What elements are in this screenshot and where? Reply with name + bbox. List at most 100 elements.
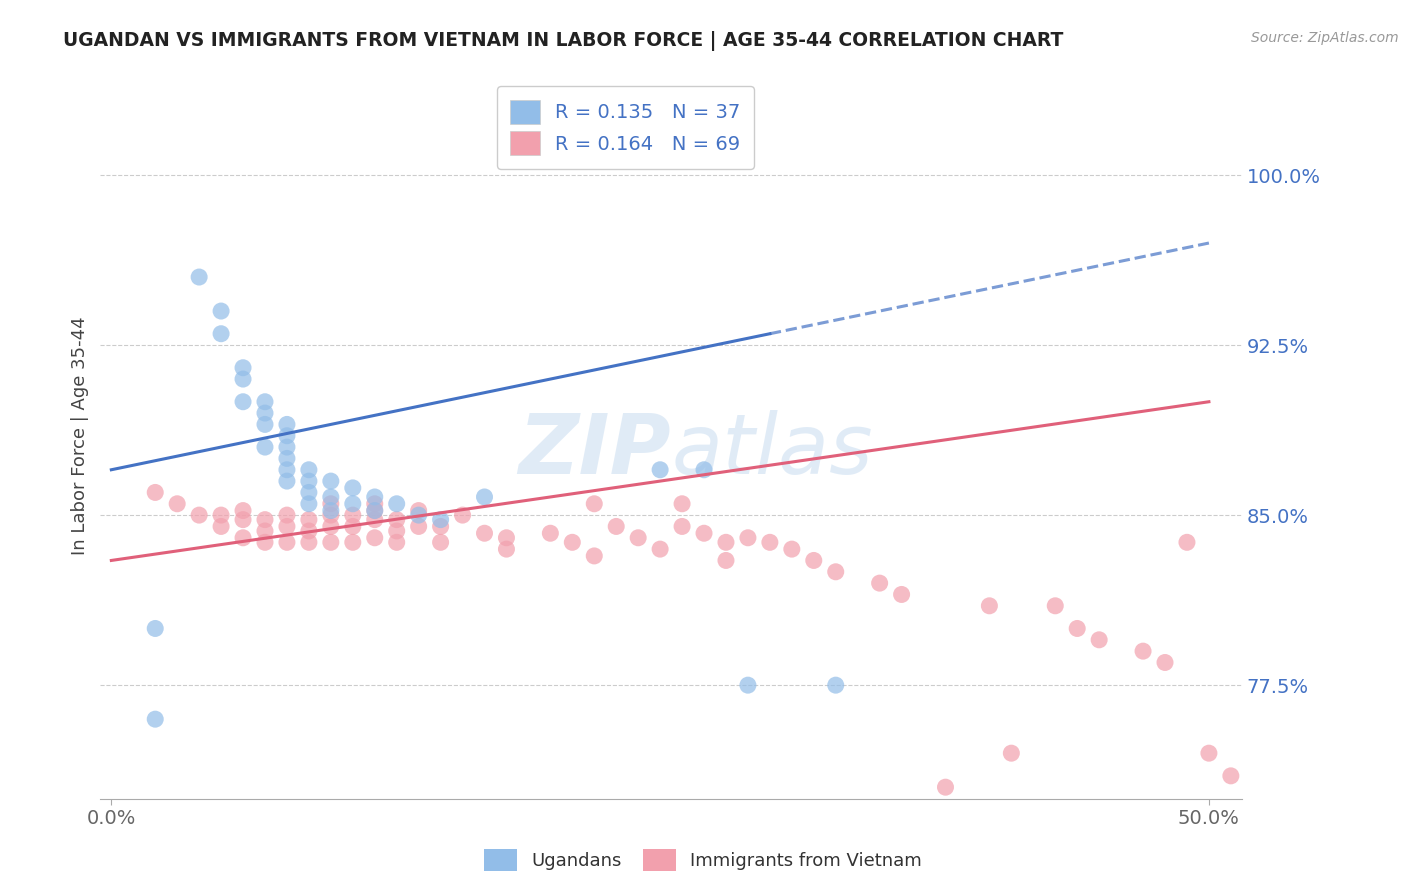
Point [298,513,321,527]
Point [650,463,672,477]
Point [364,503,387,517]
Point [298,524,321,538]
Point [408,508,430,522]
Point [650,542,672,557]
Point [869,576,891,591]
Point [319,508,342,522]
Point [671,519,693,533]
Legend: Ugandans, Immigrants from Vietnam: Ugandans, Immigrants from Vietnam [477,842,929,879]
Point [253,535,276,549]
Point [1219,769,1241,783]
Point [342,535,364,549]
Point [1132,644,1154,658]
Point [209,508,232,522]
Point [1175,535,1198,549]
Point [364,503,387,517]
Point [276,519,298,533]
Point [276,474,298,488]
Point [408,503,430,517]
Point [298,463,321,477]
Point [209,304,232,318]
Point [166,497,188,511]
Point [232,513,254,527]
Point [1066,622,1088,636]
Point [188,270,211,285]
Point [1088,632,1111,647]
Point [671,497,693,511]
Point [143,622,166,636]
Point [890,587,912,601]
Point [209,519,232,533]
Point [276,535,298,549]
Point [232,503,254,517]
Point [232,394,254,409]
Point [364,490,387,504]
Point [188,508,211,522]
Point [209,326,232,341]
Point [934,780,956,794]
Point [627,531,650,545]
Point [276,508,298,522]
Point [342,519,364,533]
Point [342,481,364,495]
Point [693,526,716,541]
Point [583,549,606,563]
Point [253,440,276,454]
Point [1198,746,1220,760]
Point [583,497,606,511]
Point [232,372,254,386]
Point [364,513,387,527]
Point [298,535,321,549]
Point [143,485,166,500]
Point [319,474,342,488]
Point [429,535,451,549]
Point [298,474,321,488]
Point [1154,656,1177,670]
Point [385,524,408,538]
Point [276,417,298,432]
Point [605,519,627,533]
Point [276,463,298,477]
Point [979,599,1001,613]
Point [1000,746,1022,760]
Point [429,513,451,527]
Point [232,531,254,545]
Point [276,451,298,466]
Point [714,535,737,549]
Point [319,519,342,533]
Point [319,503,342,517]
Point [253,524,276,538]
Point [319,497,342,511]
Point [824,565,846,579]
Point [693,463,716,477]
Point [759,535,782,549]
Point [276,429,298,443]
Point [561,535,583,549]
Text: ZIP: ZIP [519,409,671,491]
Point [253,417,276,432]
Point [253,406,276,420]
Point [451,508,474,522]
Point [737,678,759,692]
Point [495,542,517,557]
Point [737,531,759,545]
Point [803,553,825,567]
Point [385,513,408,527]
Point [495,531,517,545]
Point [1045,599,1067,613]
Point [276,440,298,454]
Legend: R = 0.135   N = 37, R = 0.164   N = 69: R = 0.135 N = 37, R = 0.164 N = 69 [496,87,754,169]
Point [364,497,387,511]
Point [538,526,561,541]
Point [319,490,342,504]
Point [232,360,254,375]
Point [429,519,451,533]
Point [342,508,364,522]
Point [298,485,321,500]
Point [385,497,408,511]
Point [474,526,496,541]
Y-axis label: In Labor Force | Age 35-44: In Labor Force | Age 35-44 [72,317,89,555]
Point [298,497,321,511]
Text: UGANDAN VS IMMIGRANTS FROM VIETNAM IN LABOR FORCE | AGE 35-44 CORRELATION CHART: UGANDAN VS IMMIGRANTS FROM VIETNAM IN LA… [63,31,1064,51]
Point [319,535,342,549]
